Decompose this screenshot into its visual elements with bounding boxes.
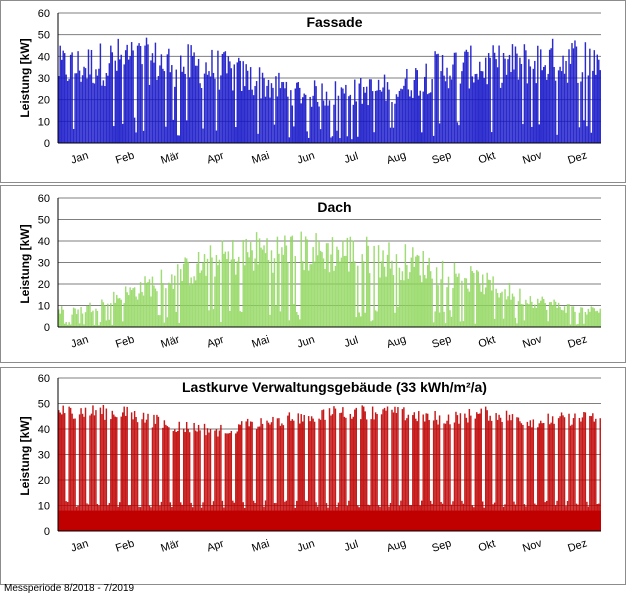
y-tick-label: 50 bbox=[38, 215, 50, 227]
y-tick-label: 10 bbox=[38, 301, 50, 313]
x-tick-label: Jun bbox=[296, 334, 317, 351]
y-tick-label: 10 bbox=[38, 501, 50, 513]
chart-panel-fassade: 0 10 20 30 40 50 60 Jan Feb Mär Apr Mai Jun Jul Aug Sep… bbox=[0, 0, 626, 183]
x-tick-label: Apr bbox=[205, 538, 225, 555]
x-tick-label: Nov bbox=[521, 333, 544, 351]
x-tick-label: Jan bbox=[69, 334, 90, 351]
y-tick-label: 40 bbox=[38, 51, 50, 63]
x-tick-label: Sep bbox=[431, 149, 453, 166]
x-tick-label: Mai bbox=[250, 538, 271, 555]
series-bars bbox=[58, 37, 601, 143]
series-bars bbox=[58, 231, 601, 327]
x-tick-label: Apr bbox=[205, 334, 225, 351]
x-tick-label: Okt bbox=[477, 150, 497, 167]
y-tick-label: 30 bbox=[38, 73, 50, 85]
y-tick-label: 50 bbox=[38, 399, 50, 411]
x-tick-label: Sep bbox=[431, 537, 453, 554]
y-tick-label: 30 bbox=[38, 258, 50, 270]
chart-title: Lastkurve Verwaltungsgebäude (33 kWh/m²/… bbox=[182, 379, 487, 395]
x-tick-label: Jan bbox=[69, 538, 90, 555]
y-tick-label: 30 bbox=[38, 450, 50, 462]
y-tick-label: 20 bbox=[38, 475, 50, 487]
y-tick-label: 40 bbox=[38, 424, 50, 436]
x-tick-label: Nov bbox=[521, 537, 544, 555]
chart-panel-dach: 0 10 20 30 40 50 60 Jan Feb Mär Apr Mai Jun Jul Aug Sep… bbox=[0, 185, 626, 363]
chart-fassade: 0 10 20 30 40 50 60 Jan Feb Mär Apr Mai Jun Jul Aug Sep… bbox=[18, 8, 601, 167]
y-tick-label: 60 bbox=[38, 193, 50, 205]
x-tick-label: Okt bbox=[477, 334, 497, 351]
x-tick-label: Jan bbox=[69, 150, 90, 167]
x-tick-label: Aug bbox=[385, 333, 407, 350]
x-tick-label: Dez bbox=[566, 333, 588, 350]
x-tick-label: Nov bbox=[521, 149, 544, 167]
y-tick-label: 50 bbox=[38, 30, 50, 42]
x-tick-label: Feb bbox=[114, 150, 136, 167]
y-axis-label: Leistung [kW] bbox=[18, 38, 32, 117]
y-tick-label: 60 bbox=[38, 373, 50, 385]
x-tick-label: Jul bbox=[343, 334, 360, 350]
y-tick-label: 10 bbox=[38, 116, 50, 128]
chart-title: Fassade bbox=[306, 14, 362, 30]
x-tick-label: Jun bbox=[296, 150, 317, 167]
footer-note: Messperiode 8/2018 - 7/2019 bbox=[4, 583, 135, 594]
y-tick-label: 60 bbox=[38, 8, 50, 20]
y-tick-label: 20 bbox=[38, 95, 50, 107]
y-tick-label: 0 bbox=[44, 138, 50, 150]
x-tick-label: Aug bbox=[385, 149, 407, 166]
y-axis-label: Leistung [kW] bbox=[18, 416, 32, 495]
x-tick-label: Feb bbox=[114, 334, 136, 351]
x-tick-label: Aug bbox=[385, 537, 407, 554]
y-tick-label: 0 bbox=[44, 322, 50, 334]
x-tick-label: Mär bbox=[159, 149, 181, 166]
chart-title: Dach bbox=[317, 199, 351, 215]
base-load-band bbox=[58, 510, 601, 531]
y-tick-label: 40 bbox=[38, 236, 50, 248]
x-tick-label: Mai bbox=[250, 150, 271, 167]
x-tick-label: Dez bbox=[566, 537, 588, 554]
chart-dach: 0 10 20 30 40 50 60 Jan Feb Mär Apr Mai Jun Jul Aug Sep… bbox=[18, 193, 601, 351]
x-tick-label: Dez bbox=[566, 149, 588, 166]
x-tick-label: Mär bbox=[159, 537, 181, 554]
chart-lastkurve: 0 10 20 30 40 50 60 Jan Feb Mär Apr Mai Jun Jul Aug Sep… bbox=[18, 373, 601, 555]
x-tick-label: Mai bbox=[250, 334, 271, 351]
x-tick-label: Apr bbox=[205, 150, 225, 167]
y-axis-label: Leistung [kW] bbox=[18, 224, 32, 303]
chart-panel-lastkurve: 0 10 20 30 40 50 60 Jan Feb Mär Apr Mai Jun Jul Aug Sep… bbox=[0, 367, 626, 585]
x-tick-label: Sep bbox=[431, 333, 453, 350]
x-tick-label: Feb bbox=[114, 538, 136, 555]
x-tick-label: Jul bbox=[343, 538, 360, 554]
x-tick-label: Jul bbox=[343, 150, 360, 166]
y-tick-label: 20 bbox=[38, 279, 50, 291]
x-tick-label: Okt bbox=[477, 538, 497, 555]
y-tick-label: 0 bbox=[44, 526, 50, 538]
x-tick-label: Jun bbox=[296, 538, 317, 555]
x-tick-label: Mär bbox=[159, 333, 181, 350]
